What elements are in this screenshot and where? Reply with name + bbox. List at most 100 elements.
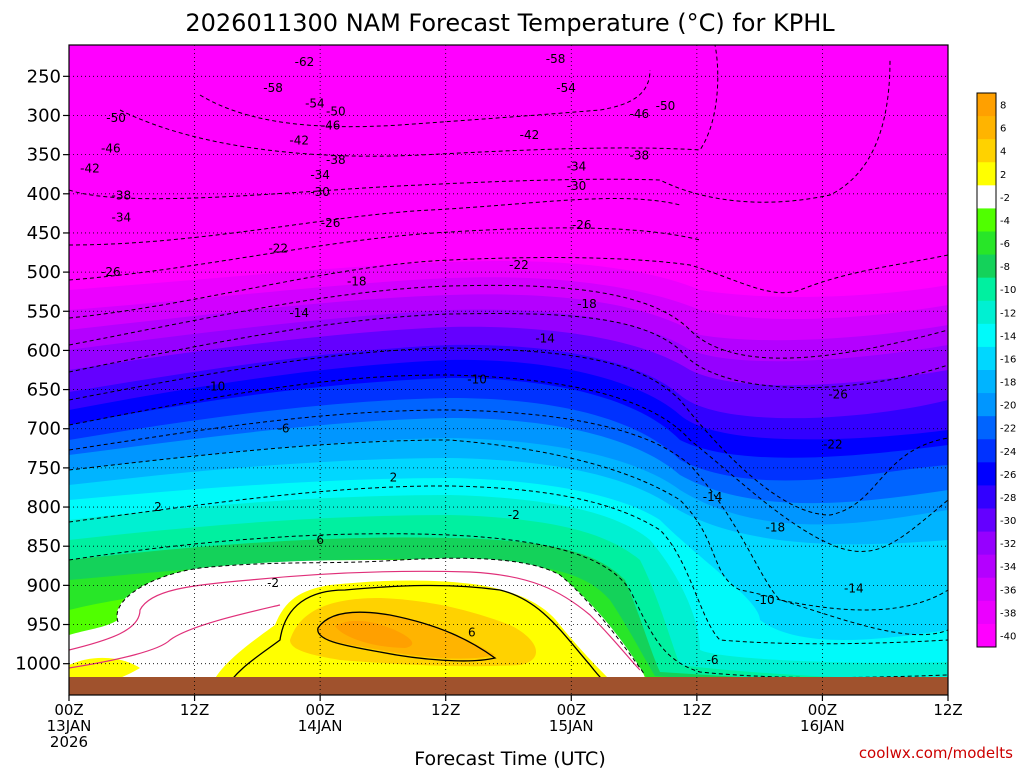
colorbar-label: -32 <box>1000 539 1016 550</box>
colorbar-label: 8 <box>1000 101 1006 112</box>
temperature-field <box>69 45 948 695</box>
colorbar-label: 4 <box>1000 147 1006 158</box>
ytick-label: 700 <box>27 419 61 440</box>
x-axis-label: Forecast Time (UTC) <box>414 748 605 768</box>
contour-label: -30 <box>567 179 587 193</box>
xtick-label: 15JAN <box>549 717 594 735</box>
colorbar-frame <box>976 92 997 648</box>
colorbar-swatch <box>977 577 996 602</box>
colorbar-label: -40 <box>1000 631 1016 642</box>
colorbar-label: -34 <box>1000 562 1016 573</box>
colorbar-swatch <box>977 346 996 371</box>
colorbar-label: -38 <box>1000 608 1016 619</box>
contour-label: -50 <box>656 99 676 113</box>
xtick-label: 12Z <box>933 701 962 719</box>
contour-label: 6 <box>468 625 476 639</box>
ytick-label: 550 <box>27 301 61 322</box>
xtick-label: 2026 <box>50 733 88 751</box>
contour-label: -34 <box>112 210 132 224</box>
contour-label: -30 <box>310 185 330 199</box>
contour-label: -50 <box>326 105 346 119</box>
contour-label: -6 <box>278 422 290 436</box>
colorbar-swatch <box>977 485 996 509</box>
colorbar-swatch <box>977 370 996 394</box>
colorbar-swatch <box>977 277 996 302</box>
colorbar-swatch <box>977 393 996 417</box>
ytick-label: 1000 <box>15 654 61 675</box>
ytick-label: 950 <box>27 615 61 636</box>
chart-title: 2026011300 NAM Forecast Temperature (°C)… <box>185 9 835 37</box>
contour-label: -26 <box>572 218 592 232</box>
contour-label: -18 <box>766 520 786 534</box>
contour-minus42 <box>69 227 701 281</box>
colorbar-swatch <box>977 139 996 163</box>
contour-label: -2 <box>267 576 279 590</box>
xtick-label: 16JAN <box>800 717 845 735</box>
colorbar-label: 6 <box>1000 124 1006 135</box>
colorbar-label: -26 <box>1000 470 1016 481</box>
ytick-label: 850 <box>27 536 61 557</box>
colorbar-swatch <box>977 462 996 486</box>
ytick-label: 900 <box>27 575 61 596</box>
contour-minus18 <box>69 409 948 611</box>
xtick-label: 00Z <box>54 701 83 719</box>
contour-label: -22 <box>823 437 843 451</box>
contour-label: -26 <box>101 265 121 279</box>
colorbar-swatch <box>977 531 996 556</box>
ytick-label: 800 <box>27 497 61 518</box>
ytick-label: 600 <box>27 340 61 361</box>
colorbar-swatch <box>977 254 996 279</box>
ytick-label: 300 <box>27 105 61 126</box>
contour-label: -54 <box>556 81 576 95</box>
band-plus8 <box>335 620 413 648</box>
colorbar: 8 6 4 2 -2 -4 -6 -8 -10 -12 -14 -16 -18 -20 -22 -24 -26 -… <box>976 92 1016 648</box>
colorbar-label: -8 <box>1000 262 1010 273</box>
plot-frame <box>68 44 949 696</box>
contour-minus6 <box>69 533 948 679</box>
contour-label: -58 <box>546 52 566 66</box>
contour-label: 2 <box>390 470 398 484</box>
colorbar-swatch <box>977 323 996 348</box>
colorbar-label: -12 <box>1000 308 1016 319</box>
contour-label: -50 <box>106 111 126 125</box>
contour-lines <box>69 45 948 679</box>
xtick-label: 14JAN <box>298 717 343 735</box>
colorbar-swatch <box>977 231 996 256</box>
ytick-label: 250 <box>27 66 61 87</box>
ytick-label: 650 <box>27 380 61 401</box>
contour-label: 6 <box>316 533 324 547</box>
colorbar-label: -24 <box>1000 447 1016 458</box>
contour-label: -14 <box>703 490 723 504</box>
contour-label: -10 <box>467 372 487 386</box>
y-axis: 250 300 350 400 450 500 550 600 650 700 750 800 850 9… <box>15 66 69 675</box>
contour-minus10 <box>69 485 948 645</box>
contour-label: -14 <box>844 581 864 595</box>
contour-label: -34 <box>310 168 330 182</box>
contour-minus14 <box>69 439 948 636</box>
contour-label: -42 <box>80 162 100 176</box>
contour-label: -10 <box>206 379 226 393</box>
contour-label: -6 <box>707 653 719 667</box>
colorbar-label: -22 <box>1000 424 1016 435</box>
contour-minus22 <box>69 374 948 552</box>
ground-fill <box>69 677 948 695</box>
contour-label: -14 <box>535 332 555 346</box>
contour-minus58 <box>199 69 651 128</box>
contour-label: -42 <box>289 134 309 148</box>
contour-label: -62 <box>295 55 315 69</box>
colorbar-label: -4 <box>1000 216 1010 227</box>
xtick-label: 12Z <box>431 701 460 719</box>
colorbar-label: 2 <box>1000 170 1006 181</box>
magenta-line-2 <box>69 604 281 669</box>
contour-label: -22 <box>268 242 288 256</box>
xtick-label: 12Z <box>682 701 711 719</box>
magenta-line-1 <box>69 570 641 671</box>
contour-minus34 <box>69 284 948 359</box>
credit-link[interactable]: coolwx.com/modelts <box>859 744 1013 762</box>
contour-label: -18 <box>347 275 367 289</box>
contour-label: -14 <box>289 306 309 320</box>
contour-label: -26 <box>321 216 341 230</box>
contour-label: -10 <box>755 593 775 607</box>
